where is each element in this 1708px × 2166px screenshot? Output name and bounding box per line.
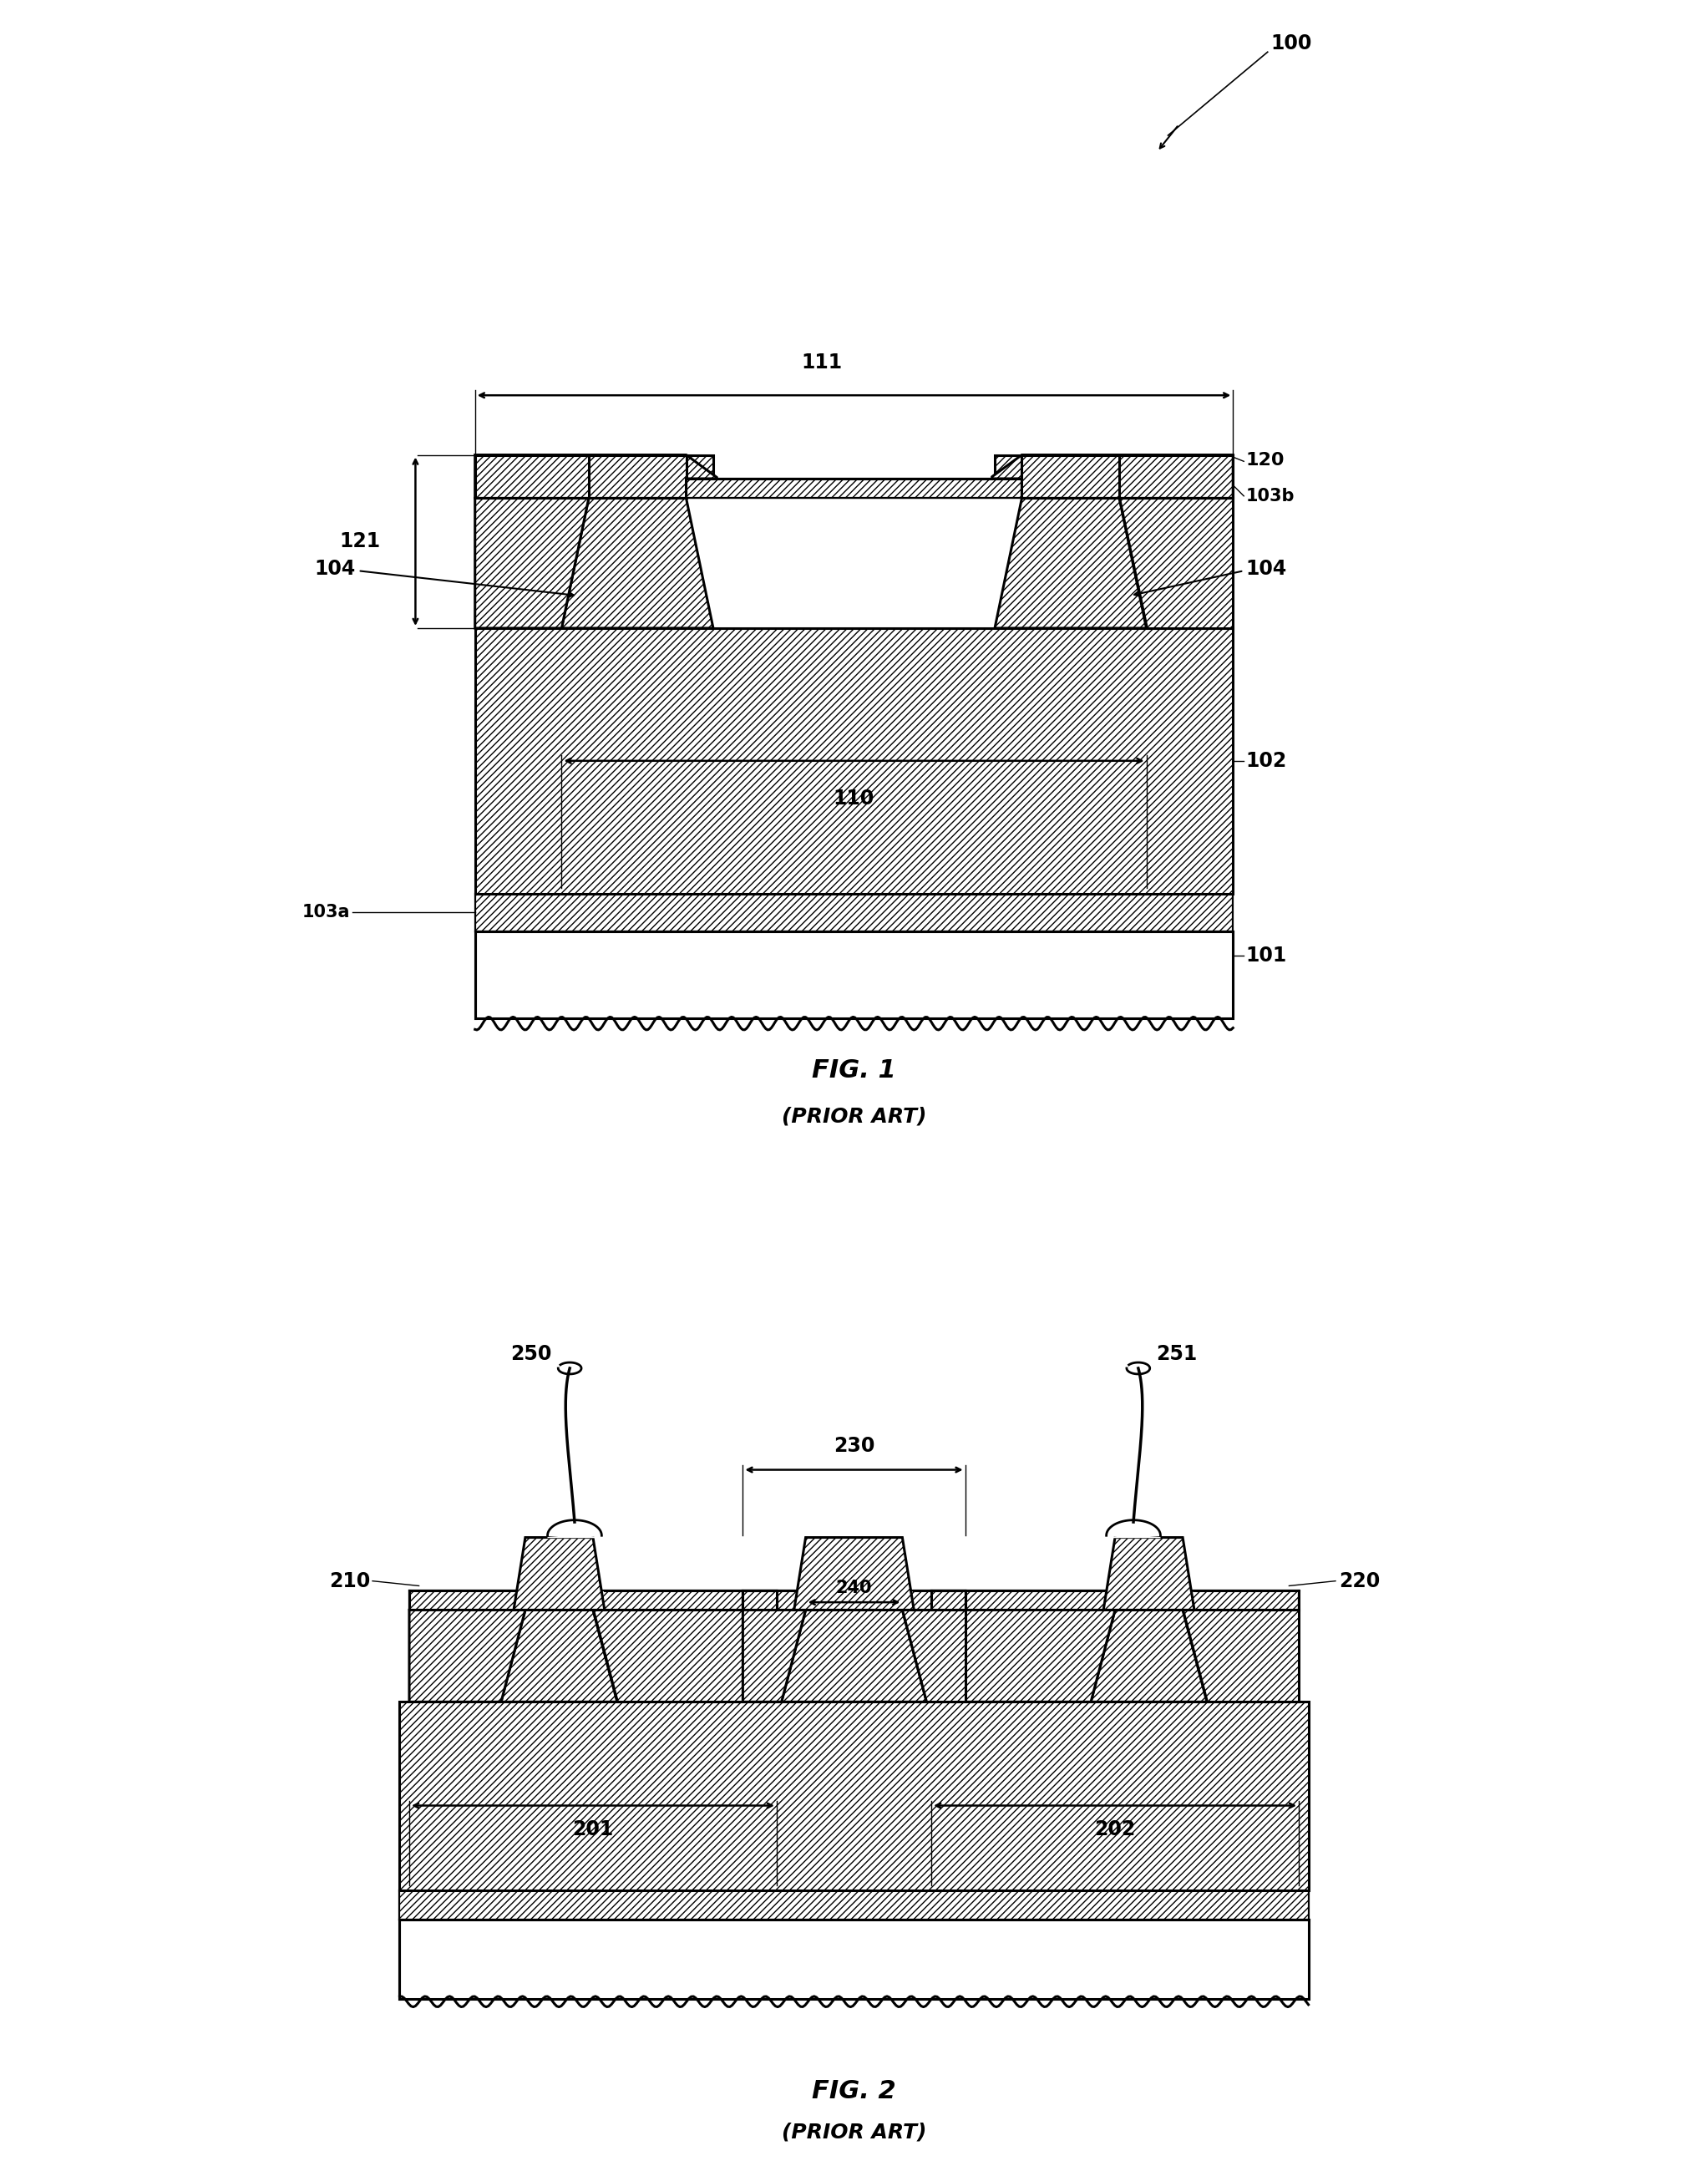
Text: 230: 230	[834, 1436, 874, 1456]
Polygon shape	[1107, 1521, 1160, 1538]
Polygon shape	[1119, 455, 1233, 498]
Polygon shape	[994, 498, 1146, 628]
Text: FIG. 2: FIG. 2	[811, 2079, 897, 2103]
Text: 104: 104	[1247, 559, 1288, 578]
Polygon shape	[1103, 1538, 1194, 1609]
Polygon shape	[562, 498, 714, 628]
Polygon shape	[1021, 455, 1119, 498]
Polygon shape	[400, 1702, 1308, 1891]
Polygon shape	[475, 892, 1233, 931]
Text: 251: 251	[1156, 1343, 1197, 1365]
Text: 240: 240	[835, 1579, 873, 1596]
Polygon shape	[794, 1538, 914, 1609]
Text: 104: 104	[314, 559, 355, 578]
Polygon shape	[687, 455, 714, 479]
Text: 101: 101	[1247, 947, 1288, 966]
Text: FIG. 1: FIG. 1	[811, 1059, 897, 1083]
Text: 103a: 103a	[302, 903, 350, 921]
Polygon shape	[475, 498, 589, 628]
Text: 100: 100	[1271, 32, 1312, 54]
Polygon shape	[743, 1590, 806, 1609]
Text: (PRIOR ART): (PRIOR ART)	[782, 2123, 926, 2142]
Polygon shape	[743, 1609, 806, 1702]
Text: 102: 102	[1247, 752, 1288, 771]
Polygon shape	[410, 1609, 526, 1702]
Text: 202: 202	[1095, 1819, 1136, 1839]
Polygon shape	[475, 455, 589, 498]
Polygon shape	[931, 1590, 1115, 1609]
Polygon shape	[593, 1609, 777, 1702]
Polygon shape	[714, 455, 994, 479]
Polygon shape	[687, 479, 1021, 498]
Polygon shape	[400, 1891, 1308, 1919]
Text: 111: 111	[801, 353, 842, 373]
Text: 120: 120	[1247, 453, 1284, 468]
Polygon shape	[719, 455, 989, 479]
Text: 121: 121	[340, 531, 381, 552]
Polygon shape	[475, 628, 1233, 892]
Polygon shape	[994, 455, 1021, 479]
Polygon shape	[1182, 1609, 1298, 1702]
Polygon shape	[902, 1590, 965, 1609]
Polygon shape	[410, 1590, 526, 1609]
Text: 103b: 103b	[1247, 487, 1295, 505]
Polygon shape	[1119, 498, 1233, 628]
Polygon shape	[475, 455, 1233, 498]
Polygon shape	[475, 931, 1233, 1018]
Polygon shape	[687, 479, 1021, 498]
Polygon shape	[1182, 1590, 1298, 1609]
Polygon shape	[589, 455, 687, 498]
Text: 220: 220	[1339, 1570, 1380, 1592]
Polygon shape	[902, 1609, 965, 1702]
Text: 210: 210	[330, 1570, 371, 1592]
Polygon shape	[400, 1919, 1308, 1999]
Text: 250: 250	[511, 1343, 552, 1365]
Polygon shape	[931, 1609, 1115, 1702]
Polygon shape	[514, 1538, 605, 1609]
Text: 110: 110	[834, 788, 874, 808]
Polygon shape	[782, 1609, 926, 1702]
Polygon shape	[1091, 1609, 1208, 1702]
Polygon shape	[593, 1590, 777, 1609]
Polygon shape	[548, 1521, 601, 1538]
Text: 201: 201	[572, 1819, 613, 1839]
Text: (PRIOR ART): (PRIOR ART)	[782, 1107, 926, 1126]
Polygon shape	[500, 1609, 617, 1702]
